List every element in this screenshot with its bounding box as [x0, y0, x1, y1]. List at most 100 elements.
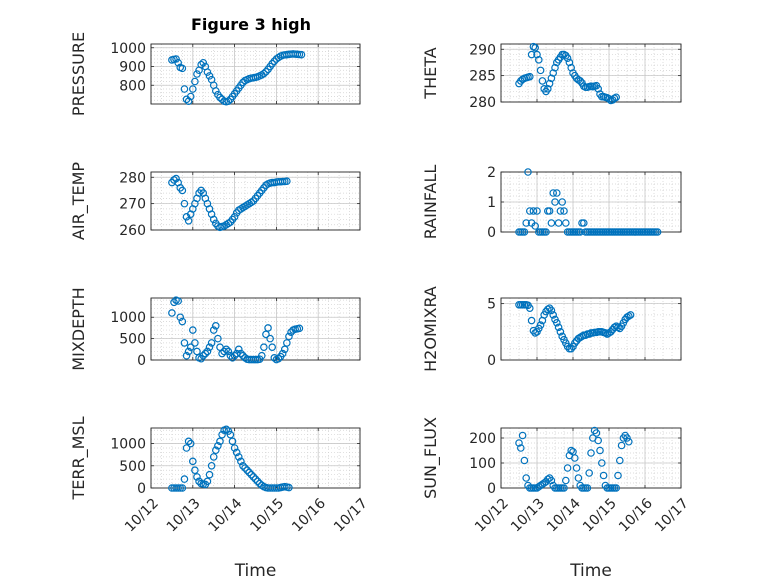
data-point	[295, 324, 304, 333]
data-point	[222, 425, 231, 434]
data-point	[551, 198, 559, 206]
data-point	[531, 329, 540, 337]
x-tick-label: 10/17	[331, 496, 371, 536]
data-point	[605, 95, 613, 103]
data-point	[218, 430, 226, 439]
subplot-6: 0 5 H2OMIXRA	[421, 286, 682, 372]
x-tick-label: 10/14	[544, 495, 584, 535]
y-tick-label: 500	[119, 459, 146, 475]
data-point	[180, 475, 189, 483]
data-point	[172, 55, 180, 63]
data-point	[543, 475, 552, 484]
data-point	[199, 58, 208, 67]
y-axis-label: SUN_FLUX	[421, 417, 441, 499]
y-tick-label: 200	[469, 431, 496, 447]
data-point	[243, 466, 251, 475]
data-point	[536, 321, 545, 329]
y-axis-label: THETA	[421, 47, 440, 99]
x-tick-label: 10/13	[508, 496, 548, 536]
data-point	[558, 198, 567, 206]
data-point	[191, 466, 199, 475]
data-point	[205, 72, 214, 80]
data-point	[614, 471, 622, 480]
data-point	[207, 461, 216, 470]
data-point	[203, 347, 212, 356]
data-point	[565, 58, 574, 67]
data-point	[197, 60, 205, 69]
data-point	[549, 311, 558, 319]
data-point	[556, 328, 565, 336]
data-point	[184, 216, 193, 225]
data-point	[182, 351, 191, 360]
x-tick-label: 10/16	[616, 495, 656, 535]
y-tick-label: 290	[469, 42, 496, 58]
data-point	[583, 484, 592, 492]
data-point	[186, 343, 195, 351]
axes-box	[500, 43, 682, 103]
data-point	[576, 228, 585, 236]
data-point	[230, 444, 239, 452]
subplot-3: 260 270 280 AIR_TEMP	[69, 162, 361, 240]
data-point	[203, 68, 212, 76]
y-axis-label: MIXDEPTH	[69, 287, 88, 370]
data-point	[614, 323, 622, 332]
data-point	[251, 355, 260, 364]
data-point	[234, 345, 243, 354]
data-point	[545, 304, 554, 312]
y-tick-label: 900	[119, 60, 146, 76]
data-point	[533, 50, 541, 59]
data-point	[180, 199, 189, 208]
subplot-4: 0 1 2 RAINFALL	[421, 165, 682, 241]
data-point	[551, 63, 559, 72]
data-point	[536, 66, 545, 75]
data-point	[552, 318, 561, 327]
data-point	[184, 97, 193, 105]
data-point	[268, 343, 277, 351]
data-point	[554, 219, 563, 227]
data-point	[534, 56, 543, 64]
data-point	[224, 97, 233, 105]
data-point	[245, 468, 254, 477]
axes-box	[500, 297, 682, 361]
x-tick-label: 10/14	[206, 495, 246, 535]
data-point	[189, 326, 197, 334]
data-point	[626, 311, 635, 319]
data-point	[264, 324, 272, 332]
data-point	[222, 345, 231, 354]
data-point	[547, 74, 556, 83]
data-point	[230, 213, 239, 221]
y-tick-label: 1000	[110, 437, 146, 453]
y-axis-label: TERR_MSL	[69, 416, 89, 500]
data-point	[542, 228, 550, 236]
data-point	[520, 228, 529, 236]
axes-box	[150, 43, 361, 105]
y-tick-label: 280	[119, 170, 146, 186]
data-point	[234, 453, 243, 461]
y-tick-label: 1000	[110, 310, 146, 326]
y-tick-label: 5	[487, 297, 496, 313]
data-point	[201, 349, 210, 358]
data-point	[193, 347, 201, 356]
y-tick-label: 100	[469, 456, 496, 472]
data-point	[567, 344, 576, 353]
data-point	[209, 215, 218, 224]
data-point	[653, 228, 662, 236]
data-point	[174, 58, 182, 67]
data-point	[249, 473, 258, 481]
y-tick-label: 270	[119, 197, 146, 213]
y-tick-label: 1000	[110, 41, 146, 57]
data-point	[214, 334, 222, 343]
data-point	[178, 64, 187, 73]
data-point	[624, 312, 633, 320]
subplot-1: 800 900 1000 PRESSURE	[69, 32, 361, 116]
data-point	[278, 349, 287, 358]
data-point	[612, 93, 621, 102]
data-point	[186, 439, 195, 448]
data-point	[182, 444, 191, 452]
data-point	[516, 444, 525, 452]
data-point	[545, 207, 554, 215]
y-tick-label: 260	[119, 223, 146, 239]
data-point	[594, 436, 603, 445]
data-point	[209, 453, 218, 461]
